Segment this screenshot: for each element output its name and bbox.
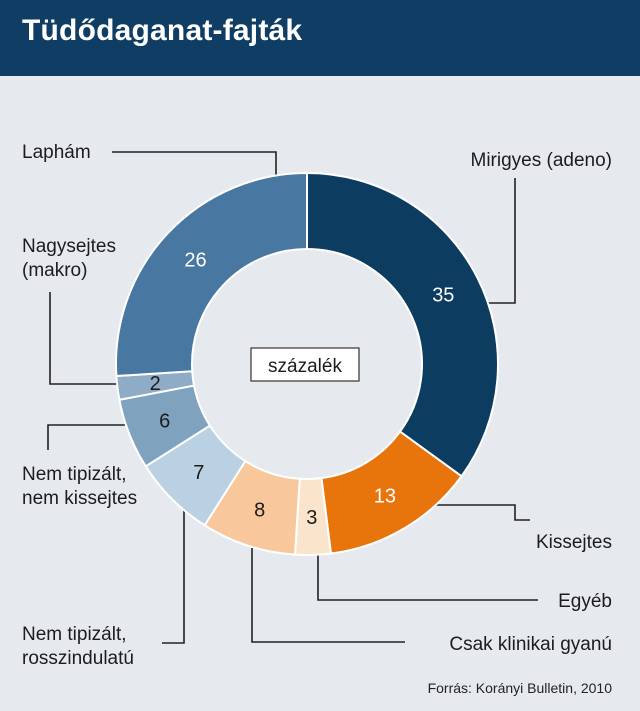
leader-line-7 <box>49 292 118 385</box>
category-label-5-line-2: rosszindulatú <box>22 648 134 669</box>
value-label-5: 7 <box>193 462 204 484</box>
chart-title: Tüdődaganat-fajták <box>22 14 303 47</box>
slice-8 <box>115 171 308 378</box>
category-label-1: Mirigyes (adeno) <box>471 150 613 171</box>
center-label: százalék <box>268 356 342 377</box>
source-note: Forrás: Korányi Bulletin, 2010 <box>428 680 613 696</box>
leader-line-4 <box>251 548 405 643</box>
value-label-7: 2 <box>150 373 161 395</box>
value-label-6: 6 <box>159 410 170 432</box>
value-label-4: 8 <box>254 500 265 522</box>
value-label-1: 35 <box>432 285 454 307</box>
leader-line-3 <box>317 552 538 601</box>
center-label-box <box>250 347 360 382</box>
category-label-5-line-1: Nem tipizált, <box>22 624 127 645</box>
leader-line-2 <box>430 504 530 521</box>
leader-line-6 <box>47 424 125 450</box>
value-label-8: 26 <box>184 249 206 271</box>
leader-line-5 <box>162 510 185 644</box>
category-label-4: Csak klinikai gyanú <box>449 634 612 655</box>
category-label-8: Laphám <box>22 142 91 163</box>
title-bar: Tüdődaganat-fajták <box>0 0 640 76</box>
value-label-3: 3 <box>306 507 317 529</box>
slice-1 <box>306 171 499 478</box>
category-label-3: Egyéb <box>558 591 612 612</box>
category-label-6-line-1: Nem tipizált, <box>22 464 127 485</box>
category-label-6-line-2: nem kissejtes <box>22 488 137 509</box>
value-label-2: 13 <box>374 486 396 508</box>
category-label-7-line-2: (makro) <box>22 260 87 281</box>
category-label-7-line-1: Nagysejtes <box>22 236 116 257</box>
category-label-2: Kissejtes <box>536 532 612 553</box>
leader-line-8 <box>112 151 277 176</box>
